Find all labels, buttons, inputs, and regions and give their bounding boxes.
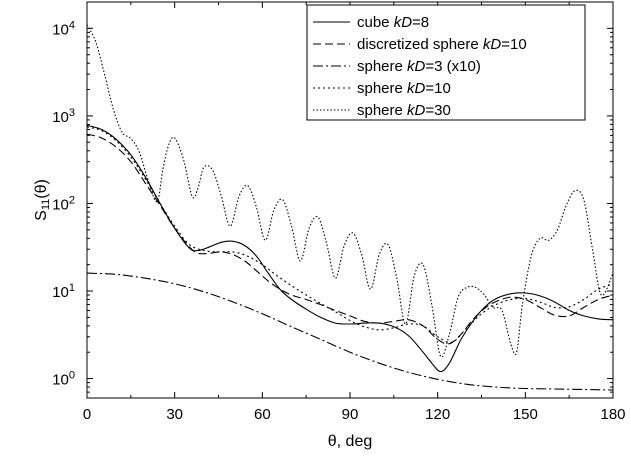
series-line-5 <box>86 24 614 358</box>
y-axis-label-sub: 11 <box>40 199 52 210</box>
x-tick-label: 60 <box>254 406 271 423</box>
x-tick-label: 30 <box>166 406 183 423</box>
series-line-1 <box>86 124 614 373</box>
legend-label-3: sphere kD=3 (x10) <box>357 58 481 75</box>
x-tick-label: 90 <box>342 406 359 423</box>
y-axis-label-paren: (θ) <box>33 179 50 199</box>
series-line-4 <box>86 126 614 344</box>
x-tick-label: 120 <box>425 406 450 423</box>
legend-box <box>306 4 586 121</box>
legend-label-5: sphere kD=30 <box>357 102 451 119</box>
y-tick-label: 104 <box>52 19 75 38</box>
svg-text:S11(θ): S11(θ) <box>33 179 52 221</box>
x-axis-label: θ, deg <box>328 433 372 450</box>
legend-label-1: cube kD=8 <box>357 14 429 31</box>
y-tick-label: 103 <box>52 107 75 126</box>
x-tick-label: 180 <box>600 406 625 423</box>
x-tick-label: 150 <box>513 406 538 423</box>
legend-label-4: sphere kD=10 <box>357 80 451 97</box>
legend: cube kD=8 discretized sphere kD=10 sphere … <box>306 4 586 121</box>
x-tick-label: 0 <box>83 406 91 423</box>
y-axis-label: S11(θ) <box>33 179 52 221</box>
y-axis-label-main: S <box>33 210 50 221</box>
legend-label-2: discretized sphere kD=10 <box>357 36 527 53</box>
series-line-3 <box>86 272 614 391</box>
series-line-2 <box>86 133 614 345</box>
y-tick-label: 102 <box>52 194 75 213</box>
y-tick-label: 101 <box>52 282 75 301</box>
series-layer <box>86 24 614 391</box>
y-tick-label: 100 <box>52 370 75 389</box>
axes-layer: 0 30 60 90 120 150 180 100 101 102 103 104 <box>52 1 626 423</box>
